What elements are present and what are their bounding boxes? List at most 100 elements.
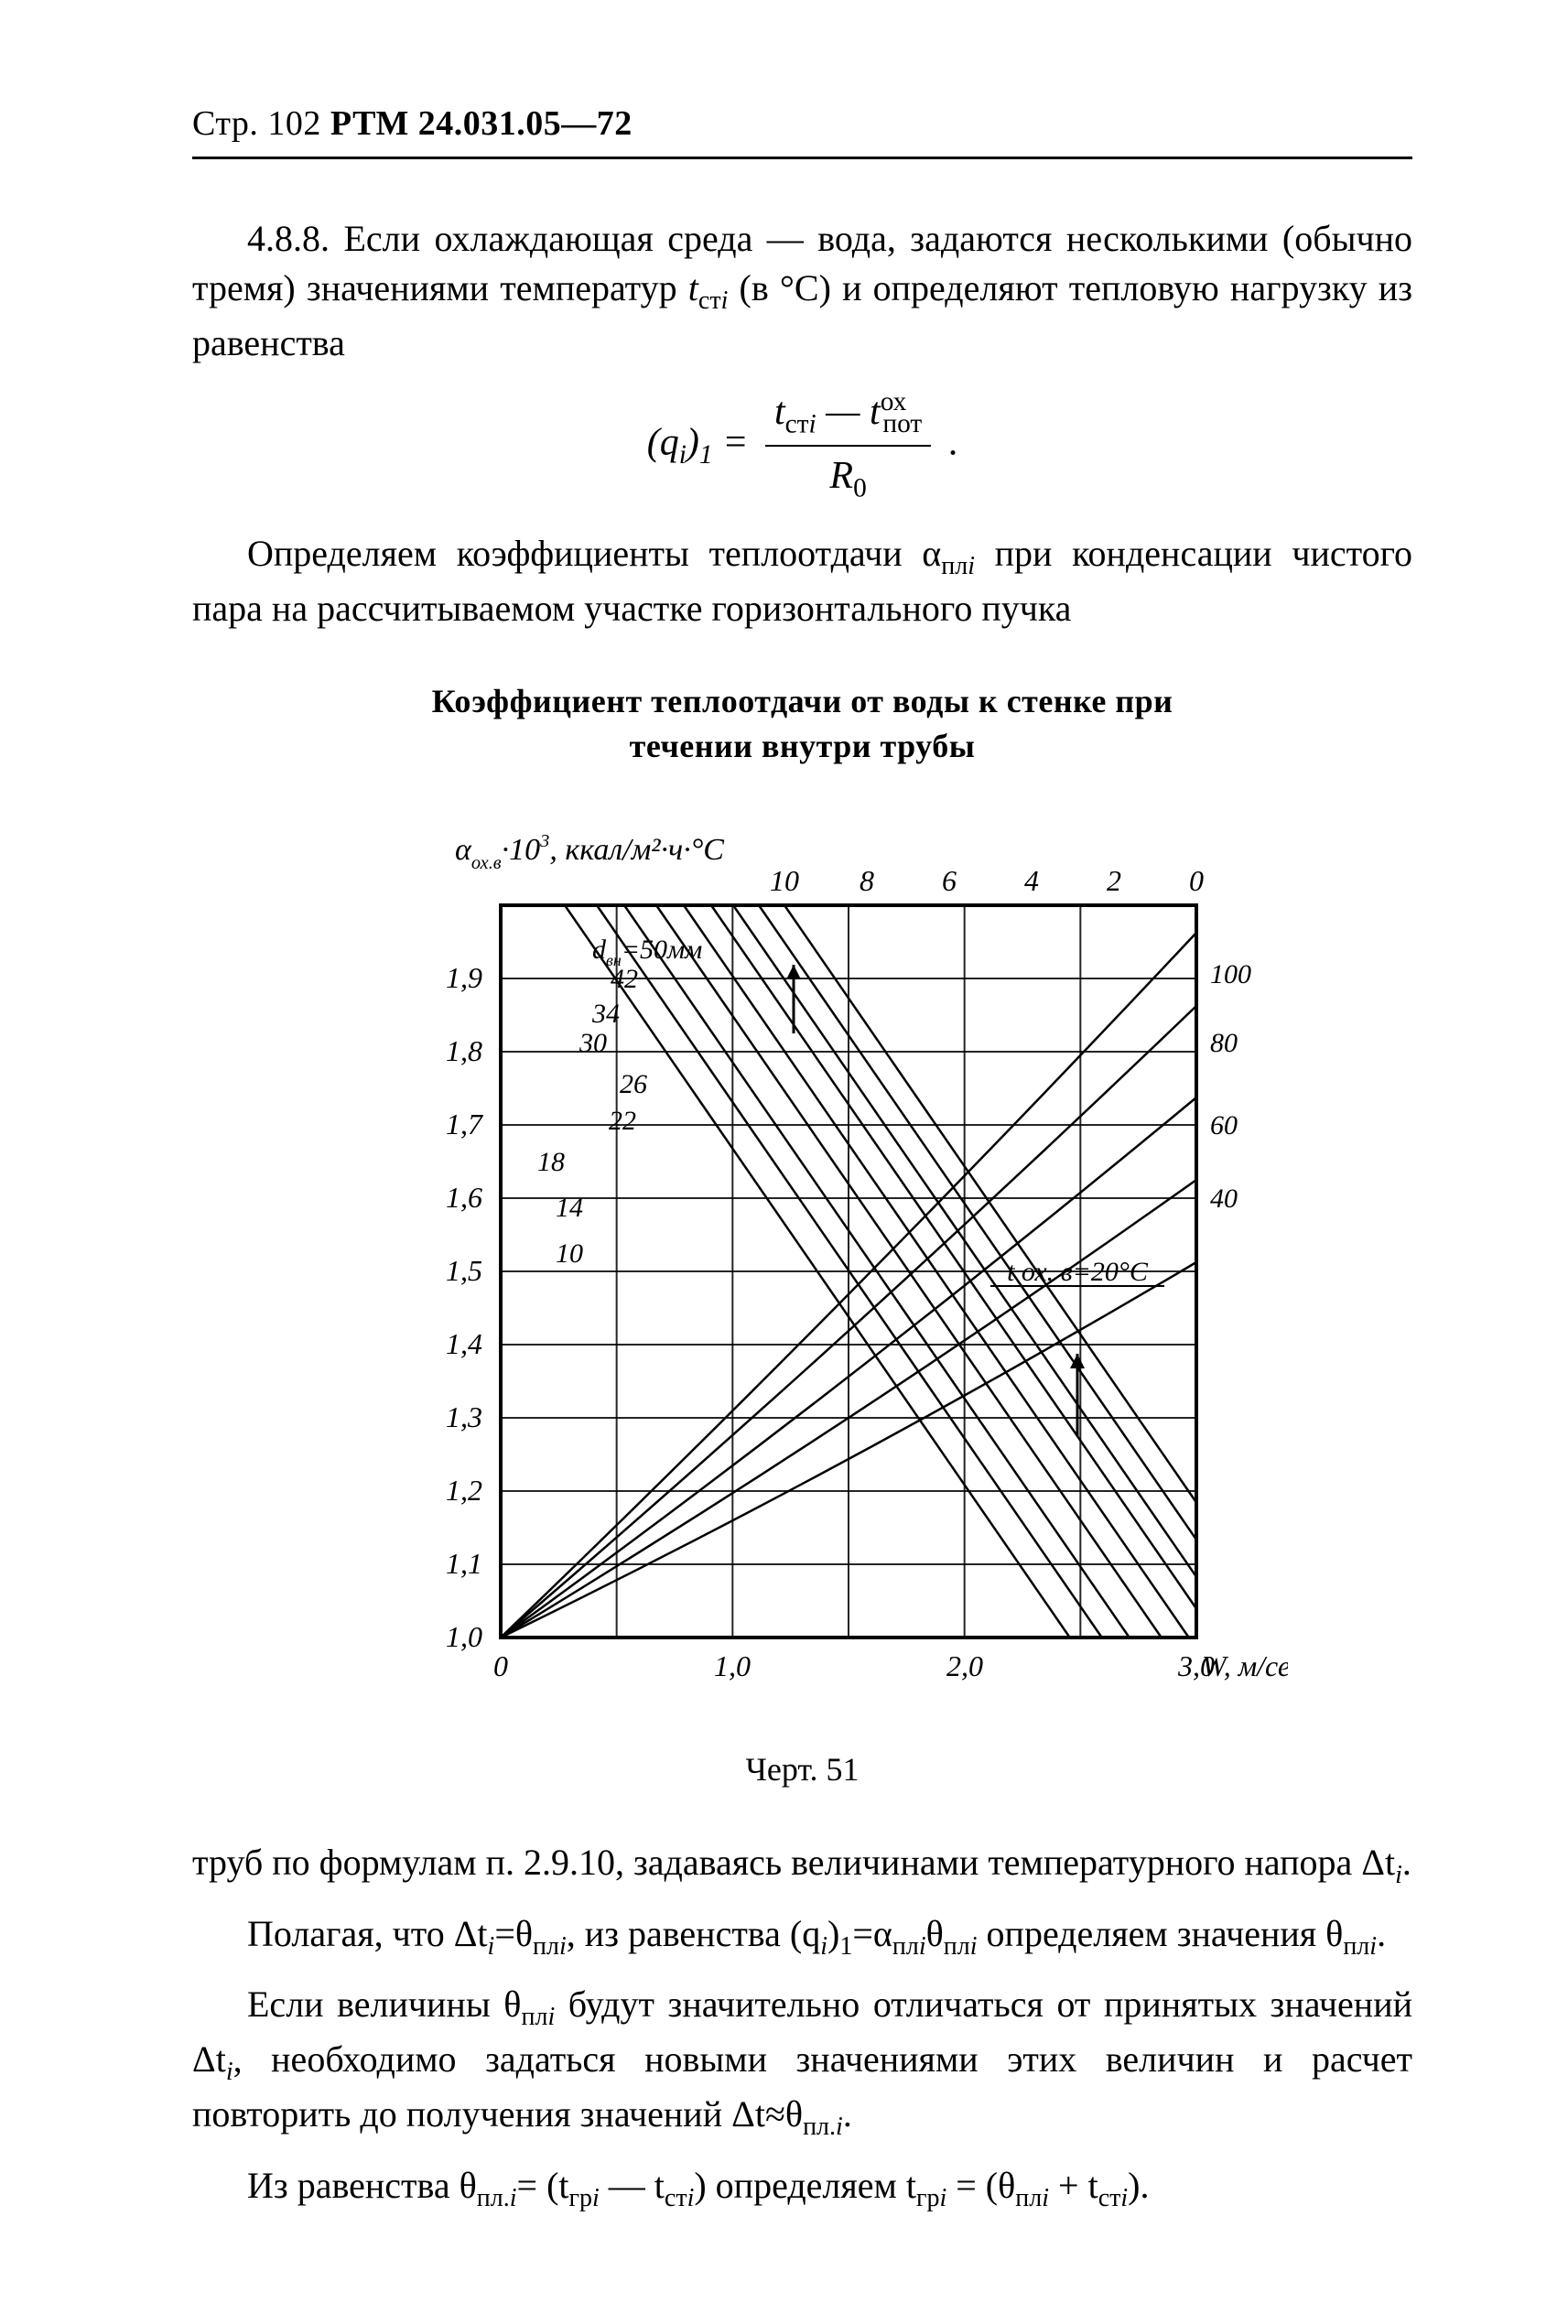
f1-den-r: R: [829, 455, 853, 497]
svg-text:1,7: 1,7: [446, 1108, 484, 1140]
p6-a: Из равенства θ: [247, 2165, 477, 2206]
p3-sub-i: i: [1395, 1861, 1402, 1889]
svg-text:34: 34: [591, 999, 620, 1029]
svg-text:80: 80: [1210, 1028, 1238, 1058]
p6-sub1i: i: [510, 2184, 517, 2212]
p6-b: = (t: [517, 2165, 569, 2206]
p4-th-sub: пл: [944, 1932, 970, 1961]
svg-text:8: 8: [860, 864, 874, 897]
p4-pl: пл: [533, 1932, 559, 1961]
p6-gr2: гр: [916, 2184, 939, 2212]
p4-eq: =θ: [494, 1913, 533, 1954]
p6-st: ст: [665, 2184, 687, 2212]
p5-sub: пл: [521, 2003, 547, 2031]
page-header: Стр. 102 РТМ 24.031.05—72: [192, 101, 1412, 159]
p3-dot: .: [1402, 1842, 1411, 1883]
svg-text:100: 100: [1210, 959, 1251, 989]
chart-svg: 1,01,11,21,31,41,51,61,71,81,901,02,03,0…: [318, 795, 1288, 1729]
p6-sub1: пл.: [477, 2184, 510, 2212]
svg-text:2: 2: [1107, 864, 1121, 897]
para-3: труб по формулам п. 2.9.10, задаваясь ве…: [192, 1838, 1412, 1893]
svg-text:αох.в·103, ккал/м²·ч·°C: αох.в·103, ккал/м²·ч·°C: [455, 831, 724, 873]
chart-title: Коэффициент теплоотдачи от воды к стенке…: [409, 679, 1196, 768]
page-number: Стр. 102: [192, 104, 330, 143]
p4-e: опреде­ляем значения θ: [978, 1913, 1344, 1954]
p4-f-sub: пл: [1343, 1932, 1369, 1961]
p6-c: — t: [600, 2165, 665, 2206]
svg-text:1,0: 1,0: [714, 1649, 751, 1682]
p4-th-subi: i: [970, 1932, 978, 1961]
chart-caption: Черт. 51: [192, 1747, 1412, 1792]
p5-bi: i: [226, 2058, 233, 2086]
f1-lhs-q: (q: [647, 422, 679, 464]
f1-num-t2: t: [870, 391, 881, 433]
p1-sub-st: ст: [698, 286, 721, 315]
svg-text:1,9: 1,9: [446, 961, 482, 994]
p4-f-subi: i: [1369, 1932, 1377, 1961]
p6-e: = (θ: [946, 2165, 1015, 2206]
svg-text:6: 6: [942, 864, 957, 897]
para-5: Если величины θплi будут значительно отл…: [192, 1980, 1412, 2144]
svg-text:1,5: 1,5: [446, 1254, 482, 1287]
svg-text:26: 26: [620, 1069, 647, 1099]
f1-lhs-1: 1: [699, 440, 713, 470]
p6-gri: i: [592, 2184, 600, 2212]
svg-text:1,6: 1,6: [446, 1181, 482, 1214]
svg-text:1,4: 1,4: [446, 1327, 482, 1360]
svg-text:1,0: 1,0: [446, 1620, 482, 1653]
f1-dot: .: [938, 422, 957, 464]
p6-f: + t: [1049, 2165, 1098, 2206]
svg-text:30: 30: [579, 1028, 607, 1058]
p5-a: Если величины θ: [247, 1984, 521, 2025]
f1-lhs-close: ): [687, 422, 699, 464]
svg-text:40: 40: [1210, 1184, 1238, 1214]
para-6: Из равенства θпл.i= (tгрi — tстi) опреде…: [192, 2161, 1412, 2216]
p4-a: Полагая, что Δt: [247, 1913, 488, 1954]
p4-pli: i: [559, 1932, 567, 1961]
svg-text:10: 10: [556, 1238, 583, 1269]
p2-text-a: Определяем коэффициенты теплоотдачи α: [247, 533, 941, 574]
f1-fraction: tстi — tохпот R0: [765, 384, 931, 507]
f1-num-t1: t: [774, 391, 785, 433]
p5-e: .: [843, 2093, 852, 2135]
p5-d-sub: пл.: [803, 2113, 836, 2141]
f1-denominator: R0: [765, 447, 931, 507]
p2-sub-i: i: [968, 552, 975, 580]
p3-text-a: труб по формулам п. 2.9.10, задаваясь ве…: [192, 1842, 1395, 1883]
svg-text:10: 10: [770, 864, 799, 897]
p4-b: , из равенства (q: [567, 1913, 820, 1954]
svg-text:1,3: 1,3: [446, 1400, 482, 1433]
para-2: Определяем коэффициенты теплоотдачи αплi…: [192, 529, 1412, 633]
svg-text:0: 0: [493, 1649, 508, 1682]
svg-text:1,2: 1,2: [446, 1474, 482, 1507]
svg-text:0: 0: [1189, 864, 1204, 897]
p4-qi: i: [820, 1932, 827, 1961]
p4-d: =α: [852, 1913, 892, 1954]
p6-g: ).: [1128, 2165, 1149, 2206]
doc-code: РТМ 24.031.05—72: [330, 104, 633, 143]
svg-text:18: 18: [537, 1147, 565, 1177]
svg-text:2,0: 2,0: [946, 1649, 983, 1682]
svg-text:22: 22: [609, 1106, 636, 1136]
p6-pl2: пл: [1015, 2184, 1042, 2212]
svg-text:t ох. в=20°C: t ох. в=20°C: [1007, 1257, 1149, 1287]
p6-pl2i: i: [1042, 2184, 1049, 2212]
f1-num-t1-sub: ст: [785, 409, 809, 438]
p4-c: ): [827, 1913, 839, 1954]
p6-d: ) определяем t: [694, 2165, 916, 2206]
p1-var-t: t: [688, 267, 698, 308]
f1-numerator: tстi — tохпот: [765, 384, 931, 447]
para-1: 4.8.8. Если охлаждающая среда — вода, за…: [192, 214, 1412, 368]
p4-al-sub: пл: [892, 1932, 919, 1961]
svg-text:W, м/сек: W, м/сек: [1202, 1649, 1288, 1682]
svg-text:60: 60: [1210, 1110, 1238, 1140]
f1-lhs-i: i: [679, 440, 687, 470]
chart-nomogram: 1,01,11,21,31,41,51,61,71,81,901,02,03,0…: [318, 795, 1288, 1729]
p2-sub-pl: пл: [941, 552, 968, 580]
f1-num-t1-subi: i: [809, 409, 816, 438]
f1-den-sub: 0: [853, 474, 867, 503]
p4-g: .: [1377, 1913, 1386, 1954]
p5-d-subi: i: [836, 2113, 843, 2141]
formula-1: (qi)1 = tстi — tохпот R0 .: [192, 384, 1412, 507]
scanned-page: Стр. 102 РТМ 24.031.05—72 4.8.8. Если ох…: [0, 0, 1568, 2324]
